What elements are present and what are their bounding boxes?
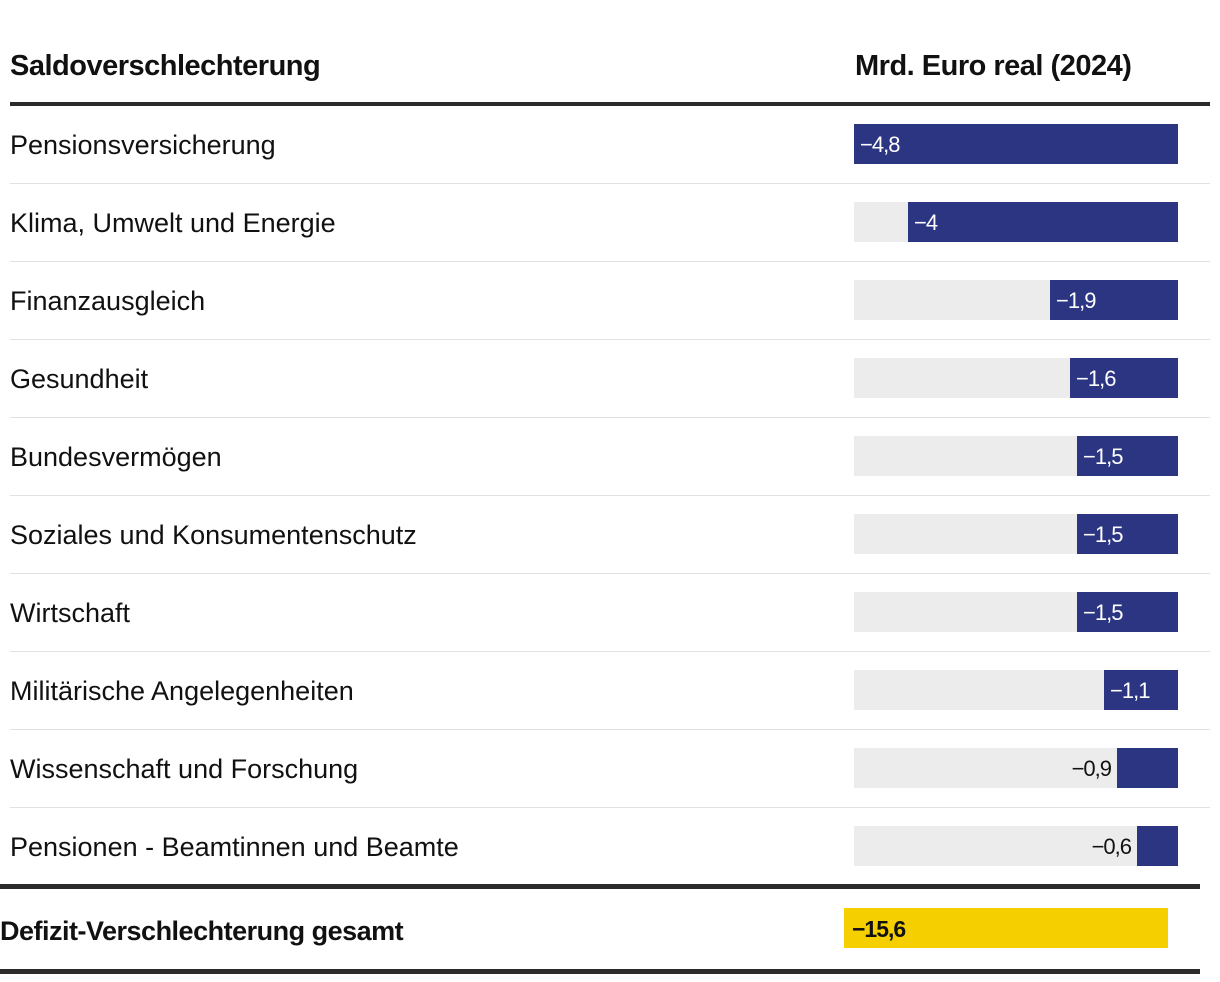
table-row: Gesundheit −1,6 xyxy=(10,340,1210,418)
bar-track: −4 xyxy=(854,202,1178,242)
table-row: Pensionsversicherung −4,8 xyxy=(10,106,1210,184)
value-label: −1,9 xyxy=(1056,288,1096,313)
row-label: Wissenschaft und Forschung xyxy=(10,754,359,784)
bar-track: −4,8 xyxy=(854,124,1178,164)
value-bar xyxy=(1077,514,1178,554)
value-label: −1,1 xyxy=(1110,678,1150,703)
row-label: Militärische Angelegenheiten xyxy=(10,676,354,706)
table-rows: Pensionsversicherung −4,8 Klima, Umwelt un… xyxy=(10,106,1210,885)
table-row: Wissenschaft und Forschung −0,9 xyxy=(10,730,1210,808)
value-bar xyxy=(1070,358,1178,398)
value-bar xyxy=(1104,670,1178,710)
total-row: Defizit-Verschlechterung gesamt −15,6 xyxy=(0,884,1200,974)
total-bar: −15,6 xyxy=(844,908,1168,948)
table-row: Finanzausgleich −1,9 xyxy=(10,262,1210,340)
value-label: −0,9 xyxy=(1071,756,1112,781)
bar-track: −1,9 xyxy=(854,280,1178,320)
table-row: Bundesvermögen −1,5 xyxy=(10,418,1210,496)
value-bar xyxy=(1137,826,1178,866)
column-header-unit: Mrd. Euro real (2024) xyxy=(855,50,1132,82)
row-label: Klima, Umwelt und Energie xyxy=(10,208,336,238)
table-row: Soziales und Konsumentenschutz −1,5 xyxy=(10,496,1210,574)
column-header-category: Saldoverschlechterung xyxy=(10,50,321,82)
value-bar xyxy=(1117,748,1178,788)
total-label: Defizit-Verschlechterung gesamt xyxy=(0,916,404,946)
value-label: −4,8 xyxy=(860,132,900,157)
row-label: Soziales und Konsumentenschutz xyxy=(10,520,417,550)
row-label: Bundesvermögen xyxy=(10,442,222,472)
table-row: Militärische Angelegenheiten −1,1 xyxy=(10,652,1210,730)
value-label: −4 xyxy=(914,210,938,235)
row-label: Finanzausgleich xyxy=(10,286,206,316)
table-header: Saldoverschlechterung Mrd. Euro real (20… xyxy=(10,0,1210,106)
value-bar xyxy=(1050,280,1178,320)
total-value: −15,6 xyxy=(852,916,906,942)
value-bar xyxy=(908,202,1178,242)
deficit-table: Saldoverschlechterung Mrd. Euro real (20… xyxy=(10,0,1210,885)
value-label: −1,6 xyxy=(1076,366,1116,391)
table-row: Wirtschaft −1,5 xyxy=(10,574,1210,652)
value-label: −1,5 xyxy=(1083,600,1123,625)
row-label: Pensionsversicherung xyxy=(10,130,276,160)
bar-track: −0,9 xyxy=(854,748,1178,788)
bar-track: −0,6 xyxy=(854,826,1178,866)
value-label: −1,5 xyxy=(1083,522,1123,547)
table-row: Pensionen - Beamtinnen und Beamte −0,6 xyxy=(10,808,1210,885)
bar-track: −1,5 xyxy=(854,436,1178,476)
bar-track: −1,5 xyxy=(854,592,1178,632)
row-label: Gesundheit xyxy=(10,364,149,394)
table-row: Klima, Umwelt und Energie −4 xyxy=(10,184,1210,262)
bar-track: −1,5 xyxy=(854,514,1178,554)
row-label: Wirtschaft xyxy=(10,598,131,628)
value-label: −0,6 xyxy=(1091,834,1132,859)
bar-track: −1,6 xyxy=(854,358,1178,398)
value-bar xyxy=(854,124,1178,164)
bar-track: −1,1 xyxy=(854,670,1178,710)
row-label: Pensionen - Beamtinnen und Beamte xyxy=(10,832,459,862)
value-label: −1,5 xyxy=(1083,444,1123,469)
value-bar xyxy=(1077,592,1178,632)
value-bar xyxy=(1077,436,1178,476)
